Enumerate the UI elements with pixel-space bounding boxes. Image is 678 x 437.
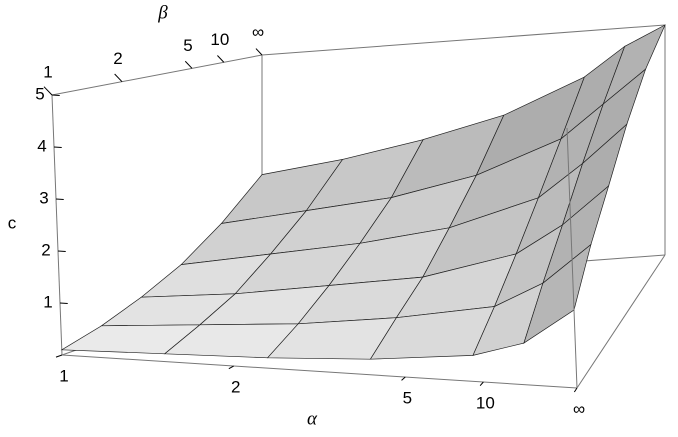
y-tick-label: 2 <box>113 49 122 68</box>
box-edge <box>566 127 578 389</box>
y-tick <box>255 48 263 56</box>
x-tick <box>228 365 234 370</box>
surface-patch <box>523 243 592 344</box>
y-tick-label: 10 <box>210 30 229 49</box>
y-tick <box>217 55 225 63</box>
y-axis-label: β <box>157 2 168 23</box>
box-edge <box>51 54 263 96</box>
z-axis-label: c <box>8 213 17 232</box>
box-edge <box>61 354 578 389</box>
y-tick-label: 1 <box>43 62 52 81</box>
x-tick <box>479 381 484 386</box>
box-edge <box>576 254 666 389</box>
x-tick-label: 10 <box>476 393 495 412</box>
x-tick <box>55 354 63 358</box>
x-tick <box>401 376 406 381</box>
y-tick-label: 5 <box>183 36 192 55</box>
x-axis-label: α <box>307 408 318 429</box>
z-tick-label: 2 <box>41 240 50 259</box>
y-tick <box>184 60 193 69</box>
box-edge <box>51 94 63 356</box>
x-tick-label: 1 <box>59 366 68 385</box>
z-tick-label: 1 <box>43 292 52 311</box>
z-tick-label: 3 <box>39 188 48 207</box>
x-tick-label: 5 <box>403 388 412 407</box>
z-tick-label: 5 <box>35 84 44 103</box>
x-tick-label: 2 <box>231 377 240 396</box>
y-tick-label: ∞ <box>252 22 264 41</box>
x-tick <box>573 387 578 393</box>
y-tick <box>114 73 123 83</box>
box-edge <box>261 24 666 56</box>
z-tick-label: 4 <box>37 136 46 155</box>
x-tick-label: ∞ <box>573 399 585 418</box>
y-tick <box>43 86 53 96</box>
